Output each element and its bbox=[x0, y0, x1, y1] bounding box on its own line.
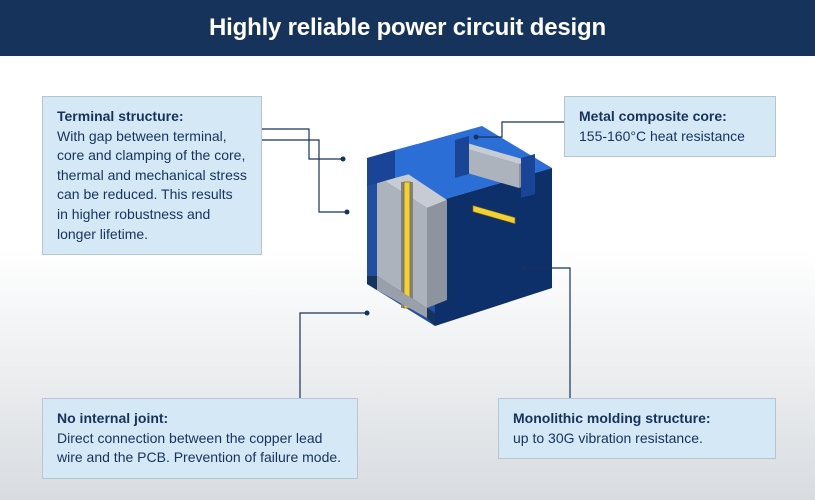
callout-body: Direct connection between the copper lea… bbox=[57, 429, 343, 468]
callout-body: up to 30G vibration resistance. bbox=[513, 429, 761, 449]
callout-title: Monolithic molding structure: bbox=[513, 409, 761, 429]
callout-metal-core: Metal composite core: 155-160°C heat res… bbox=[564, 96, 776, 157]
callout-terminal-structure: Terminal structure: With gap between ter… bbox=[42, 96, 262, 255]
component-3d-diagram bbox=[307, 118, 567, 348]
callout-title: Metal composite core: bbox=[579, 107, 761, 127]
callout-title: No internal joint: bbox=[57, 409, 343, 429]
callout-body: 155-160°C heat resistance bbox=[579, 127, 761, 147]
page-title: Highly reliable power circuit design bbox=[209, 14, 606, 42]
callout-no-internal-joint: No internal joint: Direct connection bet… bbox=[42, 398, 358, 479]
callout-body: With gap between terminal, core and clam… bbox=[57, 127, 247, 245]
callout-title: Terminal structure: bbox=[57, 107, 247, 127]
callout-monolithic-molding: Monolithic molding structure: up to 30G … bbox=[498, 398, 776, 459]
title-bar: Highly reliable power circuit design bbox=[0, 0, 815, 56]
